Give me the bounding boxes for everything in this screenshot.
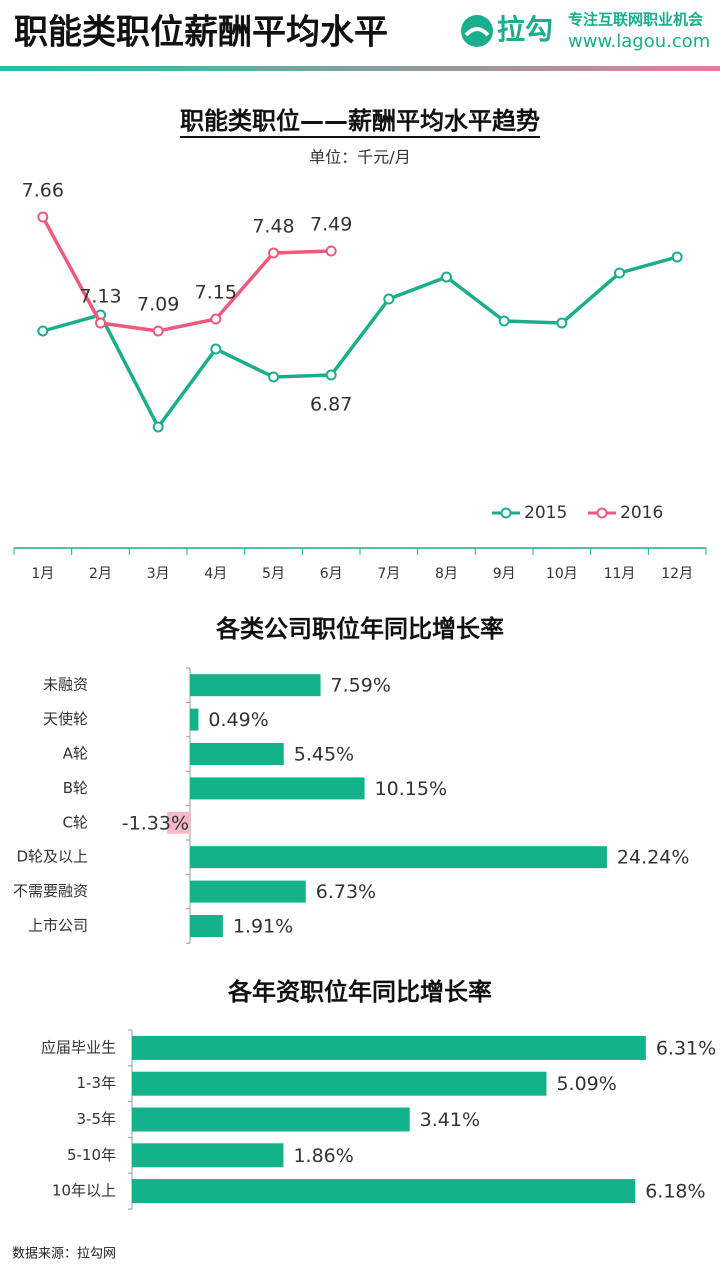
- data-label: 24.24%: [617, 847, 689, 869]
- point: [325, 245, 337, 257]
- x-tick-label: 5月: [262, 566, 285, 582]
- point: [614, 267, 625, 279]
- category-label: 应届毕业生: [41, 1038, 116, 1056]
- logo-text: 拉勾: [497, 13, 553, 46]
- bar: [190, 777, 365, 800]
- point: [498, 315, 510, 327]
- point: [383, 293, 395, 305]
- category-label: 10年以上: [52, 1182, 116, 1200]
- chart-title: 职能类职位——薪酬平均水平趋势: [180, 107, 540, 135]
- x-tick-label: 10月: [546, 566, 578, 582]
- series-line: [41, 216, 332, 333]
- bar: [190, 915, 223, 937]
- slogan: 专注互联网职业机会: [568, 11, 703, 29]
- header-rule: [0, 66, 720, 71]
- bar: [190, 846, 607, 869]
- x-tick-label: 3月: [147, 566, 170, 582]
- x-tick-label: 12月: [661, 566, 693, 582]
- point: [441, 271, 452, 283]
- point: [325, 369, 337, 381]
- point: [556, 317, 568, 329]
- series-line: [42, 255, 678, 431]
- data-label: 5.09%: [556, 1073, 616, 1095]
- data-label: -1.33%: [122, 812, 189, 834]
- legend-label: 2015: [524, 503, 567, 523]
- data-label: 1.91%: [233, 916, 293, 938]
- data-label: 6.31%: [656, 1037, 716, 1059]
- data-label: 5.45%: [294, 744, 354, 766]
- category-label: 天使轮: [43, 710, 88, 728]
- legend-label: 2016: [620, 503, 663, 523]
- point: [152, 325, 164, 337]
- data-label: 7.13: [79, 286, 121, 308]
- point: [210, 313, 222, 325]
- x-tick-label: 6月: [320, 566, 343, 582]
- x-tick-label: 2月: [89, 566, 112, 582]
- bar: [132, 1107, 410, 1132]
- bar: [167, 811, 190, 834]
- data-label: 3.41%: [420, 1109, 480, 1131]
- point: [268, 247, 279, 259]
- x-tick-label: 7月: [377, 566, 400, 582]
- x-tick-label: 1月: [31, 566, 54, 582]
- x-tick-label: 4月: [204, 566, 227, 582]
- x-tick-label: 8月: [435, 566, 458, 582]
- point: [210, 343, 222, 355]
- bar: [132, 1071, 547, 1096]
- bar: [132, 1179, 636, 1204]
- logo-mark: [464, 27, 490, 37]
- legend-marker: [596, 507, 608, 519]
- bar: [190, 708, 199, 731]
- category-label: 不需要融资: [13, 882, 88, 900]
- category-label: A轮: [63, 745, 88, 763]
- data-label: 10.15%: [375, 778, 447, 800]
- legend-marker: [500, 507, 512, 519]
- category-label: D轮及以上: [16, 848, 88, 866]
- point: [37, 325, 49, 337]
- bar: [190, 880, 306, 903]
- footer: 数据来源：拉勾网: [12, 1247, 116, 1262]
- data-label: 0.49%: [208, 709, 268, 731]
- category-label: B轮: [63, 779, 88, 797]
- data-label: 7.59%: [331, 675, 391, 697]
- bar: [132, 1035, 646, 1060]
- x-tick-label: 11月: [604, 566, 636, 582]
- page-title: 职能类职位薪酬平均水平: [14, 13, 388, 53]
- data-label: 7.49: [310, 214, 352, 236]
- data-label: 7.15: [195, 282, 237, 304]
- bar: [190, 674, 321, 697]
- url: www.lagou.com: [568, 31, 710, 52]
- point: [268, 371, 279, 383]
- chart-subtitle: 单位：千元/月: [309, 148, 410, 167]
- category-label: 3-5年: [77, 1110, 117, 1128]
- category-label: 未融资: [43, 676, 88, 694]
- category-label: 1-3年: [77, 1074, 117, 1092]
- chart-title: 各类公司职位年同比增长率: [215, 615, 504, 643]
- data-label: 7.09: [137, 294, 179, 316]
- bar: [190, 743, 284, 765]
- data-label: 1.86%: [293, 1145, 353, 1167]
- category-label: 上市公司: [28, 917, 88, 935]
- category-label: C轮: [63, 813, 88, 831]
- data-label: 6.73%: [316, 881, 376, 903]
- chart-title: 各年资职位年同比增长率: [227, 978, 492, 1006]
- point: [671, 251, 683, 263]
- data-label: 6.87: [310, 394, 352, 416]
- point: [152, 421, 164, 433]
- x-tick-label: 9月: [493, 566, 516, 582]
- point: [37, 211, 49, 223]
- data-label: 6.18%: [645, 1181, 705, 1203]
- data-label: 7.66: [22, 180, 64, 202]
- point: [95, 317, 106, 329]
- data-label: 7.48: [252, 216, 294, 238]
- category-label: 5-10年: [67, 1146, 116, 1164]
- bar: [132, 1143, 284, 1168]
